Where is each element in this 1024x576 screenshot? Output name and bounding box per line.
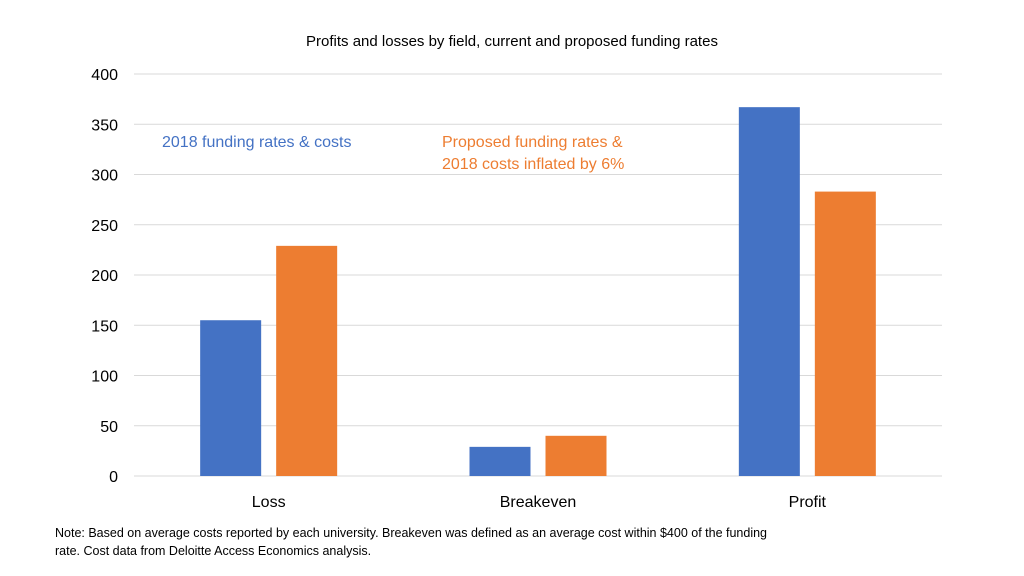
series-annotation: 2018 costs inflated by 6%	[442, 156, 624, 173]
x-category-label: Breakeven	[500, 494, 577, 511]
annotations: 2018 funding rates & costs Proposed fundi…	[162, 134, 624, 173]
chart-note: Note: Based on average costs reported by…	[55, 526, 768, 558]
series-annotation: 2018 funding rates & costs	[162, 134, 351, 151]
y-axis-ticks: 0 50 100 150 200 250 300 350 400	[91, 67, 118, 486]
bars	[200, 107, 876, 476]
x-category-label: Profit	[789, 494, 827, 511]
bar-profit-series-2	[814, 191, 876, 476]
y-tick-label: 300	[91, 168, 118, 185]
y-tick-label: 150	[91, 318, 118, 335]
bar-breakeven-series-2	[545, 435, 607, 476]
x-category-label: Loss	[252, 494, 286, 511]
y-tick-label: 400	[91, 67, 118, 84]
bar-breakeven-series-1	[469, 446, 531, 476]
x-axis-categories: Loss Breakeven Profit	[252, 494, 827, 511]
series-annotation: Proposed funding rates &	[442, 134, 623, 151]
bar-profit-series-1	[738, 107, 800, 476]
bar-loss-series-1	[200, 320, 262, 476]
gridlines	[134, 73, 942, 477]
chart-title: Profits and losses by field, current and…	[306, 33, 718, 50]
bar-loss-series-2	[276, 245, 338, 476]
y-tick-label: 50	[100, 419, 118, 436]
y-tick-label: 200	[91, 268, 118, 285]
y-tick-label: 0	[109, 469, 118, 486]
y-tick-label: 100	[91, 369, 118, 386]
y-tick-label: 250	[91, 218, 118, 235]
y-tick-label: 350	[91, 117, 118, 134]
